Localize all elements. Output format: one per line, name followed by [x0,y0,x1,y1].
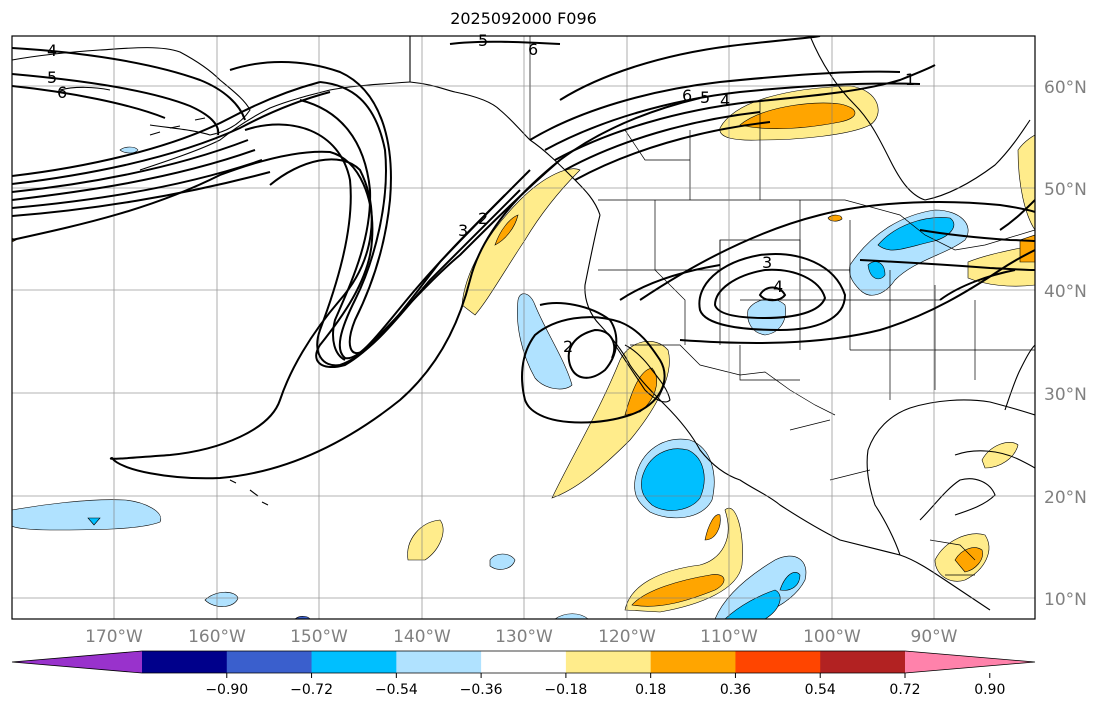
colorbar-segment [311,651,397,673]
map-title: 2025092000 F096 [450,9,597,28]
contour-label: 6 [682,86,692,105]
contour-label: 5 [700,88,710,107]
contour-label: 4 [720,91,730,110]
lat-label: 40°N [1044,282,1087,302]
colorbar-tick-label: −0.72 [290,682,333,698]
lon-label: 110°W [700,627,758,647]
colorbar-tick-label: 0.18 [635,682,666,698]
contour-label: 1 [905,70,915,89]
lon-label: 140°W [393,627,451,647]
latitude-labels: 60°N 50°N 40°N 30°N 20°N 10°N [1044,78,1087,610]
colorbar-segment [565,651,652,673]
lon-label: 130°W [495,627,553,647]
lat-label: 10°N [1044,590,1087,610]
lon-label: 120°W [598,627,656,647]
colorbar-segment [481,651,567,673]
graticule [12,36,1035,619]
contour-label: 2 [563,337,573,356]
colorbar-segment [735,651,821,673]
height-contours [12,36,1035,480]
lat-label: 60°N [1044,78,1087,98]
contour-label: 4 [47,41,57,60]
contour-label: 4 [773,277,783,296]
contour-label: 5 [47,68,57,87]
colorbar-segment [396,651,482,673]
contour-label: 3 [458,221,468,240]
lat-label: 30°N [1044,385,1087,405]
lat-label: 50°N [1044,180,1087,200]
colorbar-segment [650,651,736,673]
lon-label: 170°W [85,627,143,647]
contour-label: 6 [57,83,67,102]
colorbar-tick-label: −0.18 [544,682,587,698]
colorbar-segment [820,651,906,673]
contour-label: 5 [478,31,488,50]
contour-label: 6 [528,40,538,59]
colorbar-tick-label: −0.90 [205,682,248,698]
colorbar-tick-label: −0.54 [375,682,418,698]
coastlines [12,36,1035,611]
colorbar-tick-label: 0.36 [720,682,751,698]
lon-label: 160°W [188,627,246,647]
colorbar-extension-high [905,651,1035,673]
lon-label: 100°W [803,627,861,647]
contour-labels: 4 5 6 6 5 6 5 4 1 3 2 3 4 2 [47,31,915,356]
colorbar-tick-label: 0.72 [889,682,920,698]
colorbar-tick-label: −0.36 [460,682,503,698]
colorbar: −0.90 −0.72 −0.54 −0.36 −0.18 0.18 0.36 0.54 0.7… [11,650,1036,698]
colorbar-segment [226,651,313,673]
lon-label: 150°W [290,627,348,647]
colorbar-tick-label: 0.54 [805,682,836,698]
colorbar-tick-label: 0.90 [974,682,1005,698]
longitude-labels: 170°W 160°W 150°W 140°W 130°W 120°W 110°… [85,627,958,647]
negative-anomaly-shading [12,146,969,619]
contour-label: 2 [478,209,488,228]
contour-label: 3 [762,253,772,272]
colorbar-outline [11,650,1036,674]
colorbar-extension-low [12,651,142,673]
lon-label: 90°W [911,627,958,647]
lat-label: 20°N [1044,488,1087,508]
colorbar-segment [142,651,228,673]
map-frame [11,35,1036,620]
